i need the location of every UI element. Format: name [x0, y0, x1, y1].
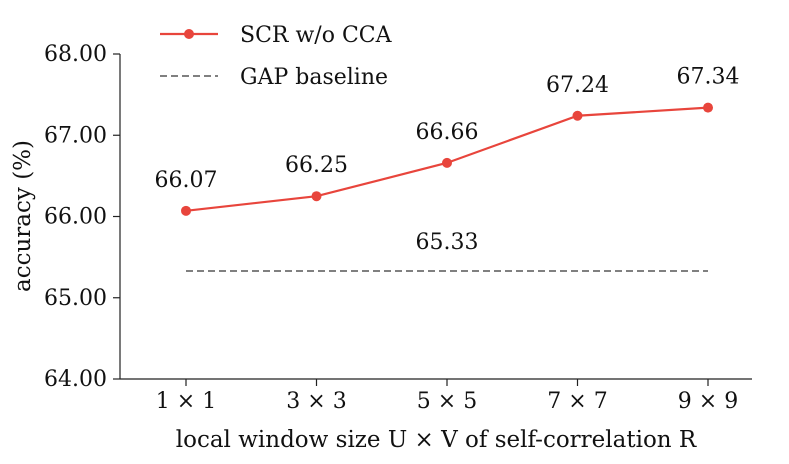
y-axis-title: accuracy (%)	[10, 140, 36, 292]
y-tick-label: 64.00	[44, 367, 107, 392]
scr-data-labels: 66.07 66.25 66.66 67.24 67.34	[155, 65, 740, 193]
legend-item-scr: SCR w/o CCA	[160, 23, 393, 48]
x-tick: 1 × 1	[156, 379, 216, 414]
y-tick: 66.00	[44, 205, 120, 230]
legend-scr-label: SCR w/o CCA	[240, 23, 393, 48]
data-label: 66.07	[155, 168, 218, 193]
data-point	[311, 191, 322, 202]
x-tick: 5 × 5	[417, 379, 477, 414]
data-point	[572, 110, 583, 121]
y-tick: 68.00	[44, 42, 120, 67]
y-tick: 67.00	[44, 123, 120, 148]
y-tick-label: 65.00	[44, 286, 107, 311]
x-tick: 3 × 3	[286, 379, 347, 414]
data-point	[703, 102, 713, 113]
y-tick-label: 67.00	[44, 123, 107, 148]
x-tick-label: 1 × 1	[156, 389, 216, 414]
x-tick: 7 × 7	[547, 379, 608, 414]
y-ticks: 64.00 65.00 66.00 67.00 68.00	[44, 42, 120, 392]
y-tick: 65.00	[44, 286, 120, 311]
legend: SCR w/o CCA GAP baseline	[160, 23, 393, 90]
legend-gap-label: GAP baseline	[240, 65, 388, 90]
scr-series-points	[181, 102, 713, 216]
gap-baseline-data-label: 65.33	[416, 230, 479, 255]
x-tick-label: 3 × 3	[286, 389, 346, 414]
legend-item-gap: GAP baseline	[160, 65, 388, 90]
legend-scr-marker-icon	[184, 29, 194, 39]
x-tick-label: 7 × 7	[547, 389, 607, 414]
data-label: 66.66	[416, 120, 479, 145]
x-ticks: 1 × 1 3 × 3 5 × 5 7 × 7 9 × 9	[156, 379, 738, 414]
data-point	[442, 157, 452, 168]
x-axis-title: local window size U × V of self-correlat…	[176, 427, 697, 453]
y-tick-label: 66.00	[44, 205, 107, 230]
y-tick: 64.00	[44, 367, 120, 392]
x-tick-label: 9 × 9	[678, 389, 738, 414]
x-tick-label: 5 × 5	[417, 389, 477, 414]
data-label: 66.25	[285, 153, 348, 178]
data-label: 67.24	[546, 73, 609, 98]
data-label: 67.34	[677, 65, 740, 90]
y-tick-label: 68.00	[44, 42, 107, 67]
x-tick: 9 × 9	[678, 379, 738, 414]
data-point	[181, 205, 191, 216]
